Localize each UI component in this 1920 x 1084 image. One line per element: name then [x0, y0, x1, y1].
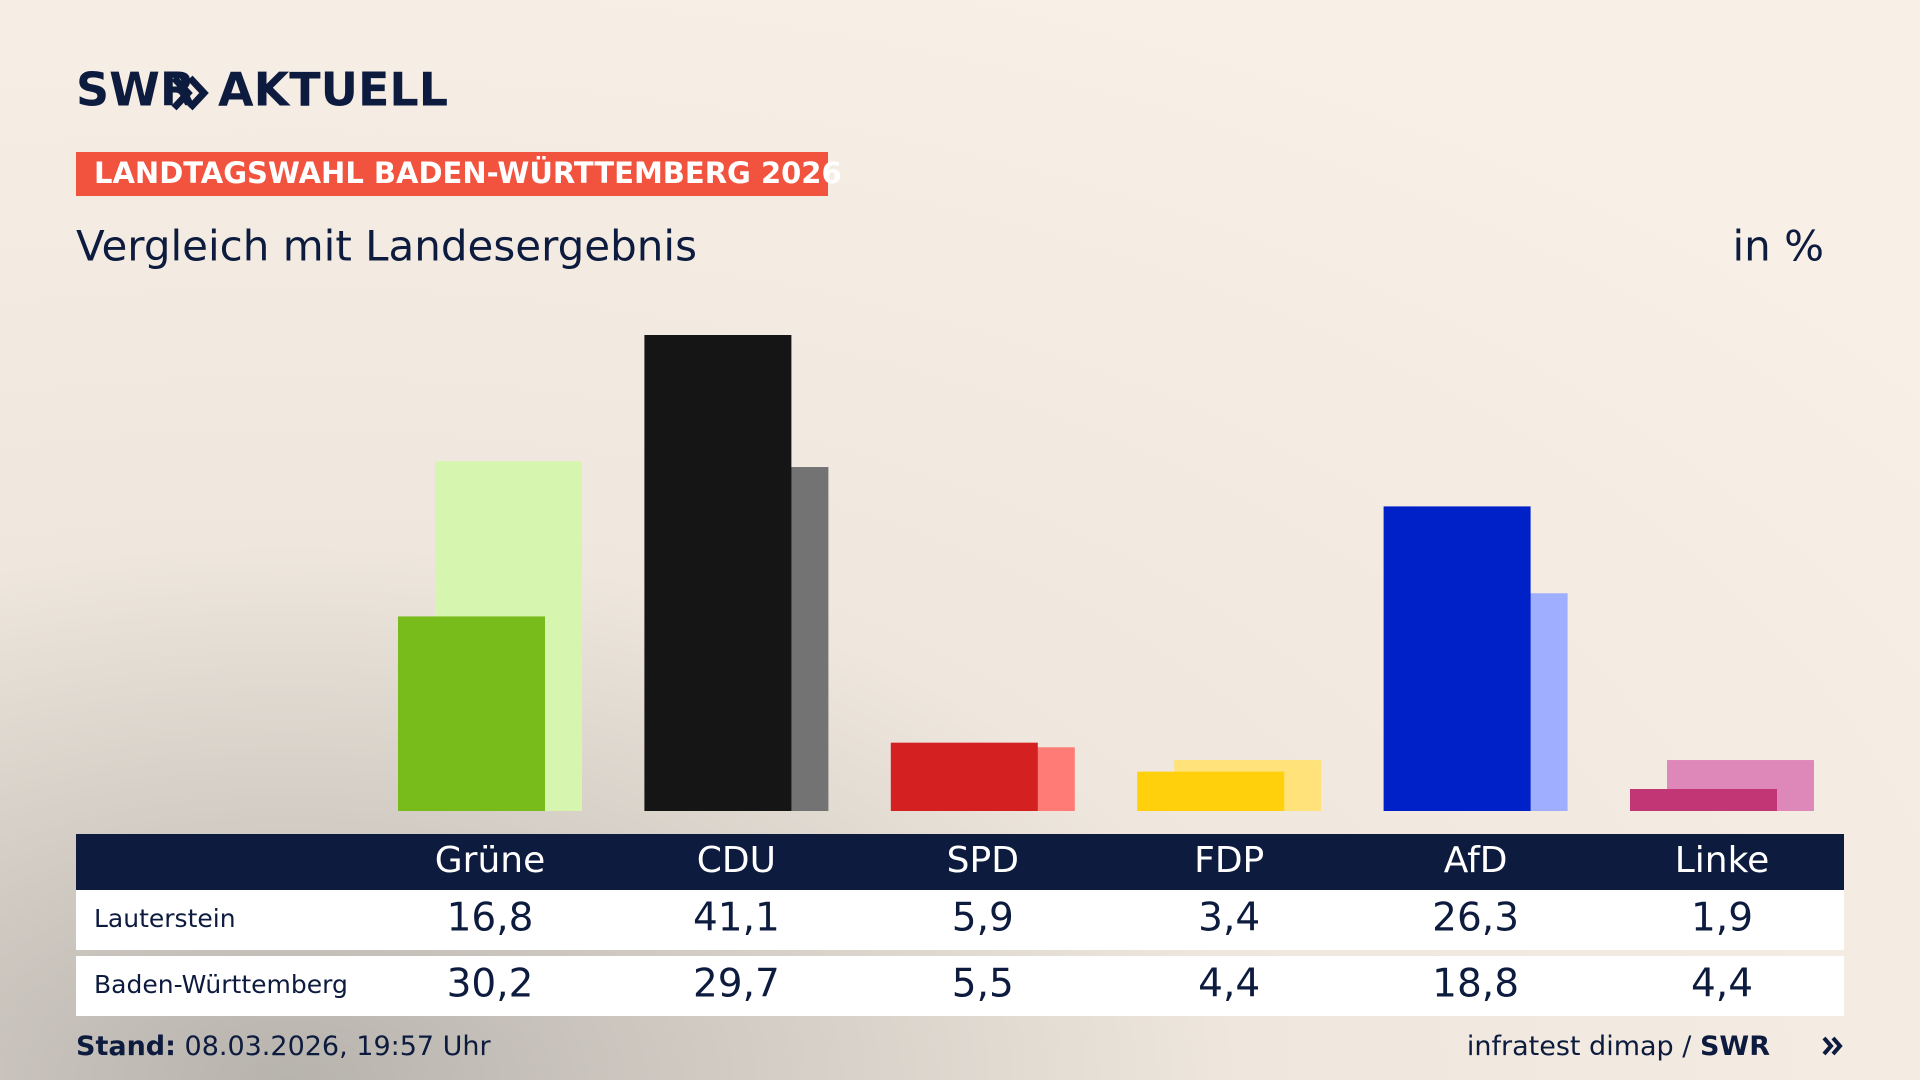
- category-label: Linke: [1675, 840, 1770, 881]
- bar: [1137, 771, 1285, 811]
- value-label: 41,1: [693, 896, 780, 941]
- value-label: 29,7: [693, 962, 780, 1007]
- value-label: 5,5: [952, 962, 1014, 1007]
- value-label: 26,3: [1432, 896, 1519, 941]
- category-label: FDP: [1194, 840, 1264, 881]
- unit: in %: [1732, 222, 1824, 271]
- value-label: 5,9: [952, 896, 1014, 941]
- stand-label: Stand:: [76, 1031, 176, 1062]
- source: infratest dimap / SWR: [1467, 1031, 1770, 1062]
- table-row: [76, 890, 1844, 950]
- value-label: 4,4: [1198, 962, 1260, 1007]
- value-label: 4,4: [1691, 962, 1753, 1007]
- title-banner: [76, 152, 828, 196]
- category-label: Grüne: [435, 840, 545, 881]
- brand-aktuell: AKTUELL: [218, 63, 448, 117]
- bar: [1383, 506, 1531, 811]
- value-label: 18,8: [1432, 962, 1519, 1007]
- table-row: [76, 956, 1844, 1016]
- brand-chevrons: [171, 75, 209, 111]
- value-label: 3,4: [1198, 896, 1260, 941]
- bar: [398, 616, 545, 811]
- bar: [1630, 788, 1777, 811]
- row-label: Baden-Württemberg: [94, 970, 348, 999]
- value-label: 1,9: [1691, 896, 1753, 941]
- bar: [644, 335, 792, 811]
- value-label: 16,8: [447, 896, 534, 941]
- bar: [890, 742, 1038, 811]
- footer-chevrons: [1822, 1036, 1843, 1056]
- row-label: Lauterstein: [94, 904, 236, 933]
- footer-stand: Stand: 08.03.2026, 19:57 Uhr: [76, 1031, 492, 1062]
- category-label: AfD: [1444, 840, 1508, 881]
- subtitle: Vergleich mit Landesergebnis: [76, 222, 697, 271]
- category-label: CDU: [697, 840, 776, 881]
- category-label: SPD: [947, 840, 1019, 881]
- stand-date: 08.03.2026, 19:57 Uhr: [185, 1031, 492, 1062]
- value-label: 30,2: [447, 962, 534, 1007]
- source-name: infratest dimap /: [1467, 1031, 1692, 1062]
- chart-title: LANDTAGSWAHL BADEN-WÜRTTEMBERG 2026: [94, 156, 842, 190]
- source-brand: SWR: [1700, 1031, 1770, 1062]
- table-header: [76, 834, 1844, 890]
